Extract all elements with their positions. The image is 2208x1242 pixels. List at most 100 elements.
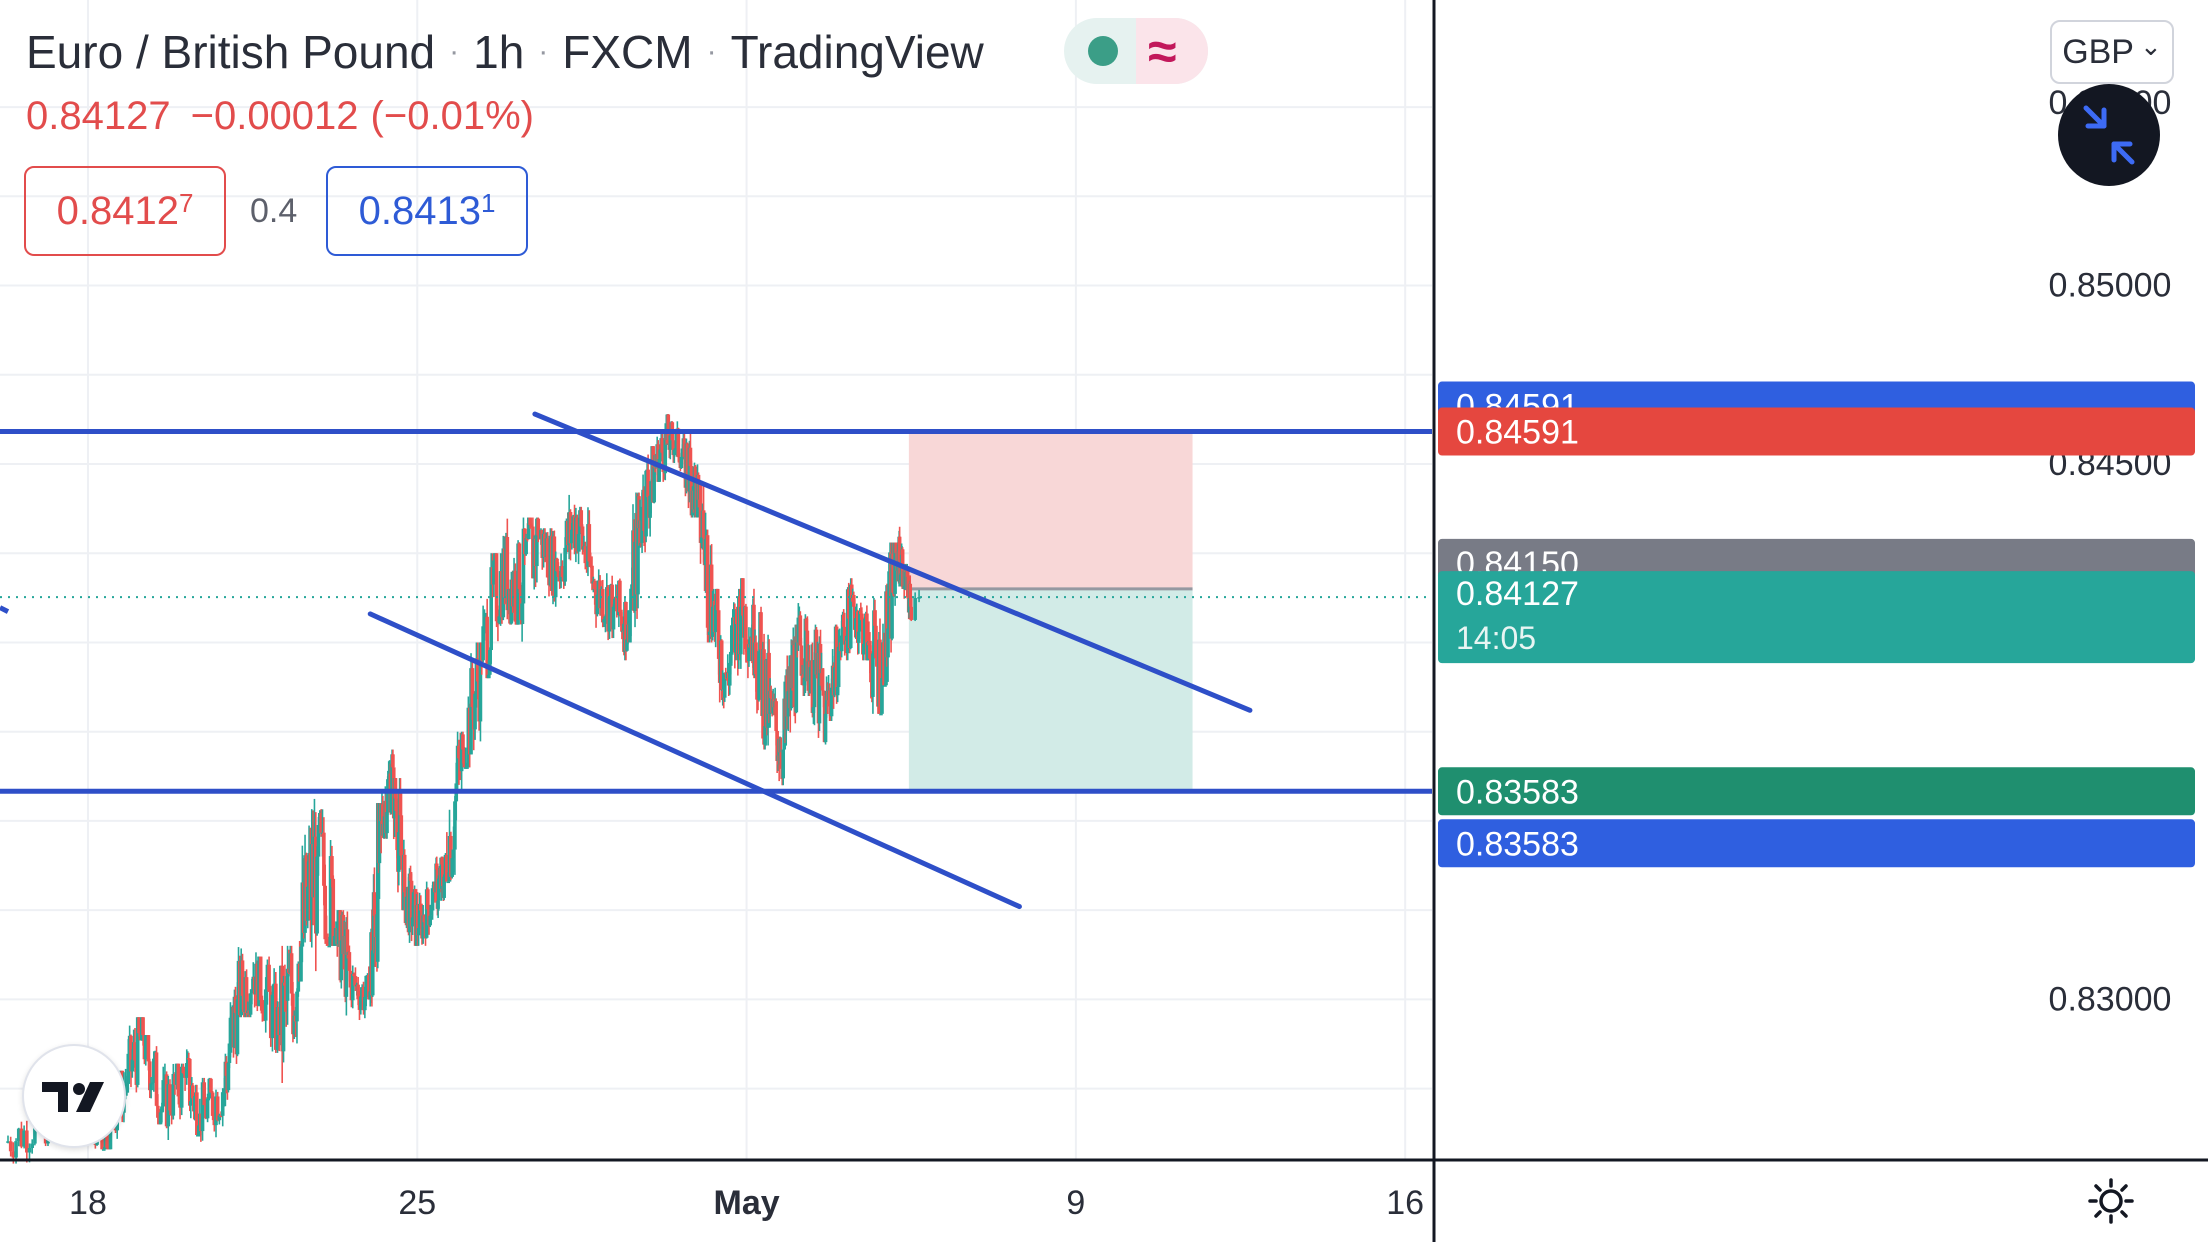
candle-body	[620, 616, 624, 632]
candle-body	[415, 905, 420, 936]
price-badges: 0.845910.845910.841500.8412714:050.83583…	[1438, 381, 2195, 868]
offscreen-line-stub[interactable]	[0, 605, 10, 614]
candle-body	[799, 645, 804, 676]
candle-body	[633, 541, 637, 611]
currency-button[interactable]: GBP ⌄	[2050, 20, 2174, 84]
candle-body	[195, 1092, 199, 1136]
candle	[812, 652, 817, 726]
candle-body	[386, 779, 390, 813]
channel-lower-trendline[interactable]	[367, 611, 1022, 910]
candle	[705, 529, 710, 643]
candle	[473, 691, 477, 740]
buy-button[interactable]: 0.8413 1	[326, 166, 528, 256]
tradingview-logo-button[interactable]	[22, 1044, 126, 1148]
candle-body	[688, 447, 693, 466]
candle-body	[430, 888, 435, 911]
price-badge-label: 0.83583	[1456, 825, 1579, 863]
separator: ·	[538, 35, 549, 68]
candle-body	[341, 914, 346, 954]
candle	[228, 1002, 233, 1058]
candle-body	[185, 1058, 190, 1064]
candle-body	[188, 1101, 193, 1106]
candle	[792, 636, 797, 717]
candle-body	[30, 1143, 34, 1149]
candle	[545, 532, 550, 578]
candle-body	[775, 730, 779, 762]
position-zones	[908, 431, 1193, 792]
candle-body	[375, 803, 380, 962]
candle	[316, 816, 321, 876]
candle	[292, 1010, 297, 1040]
price-change-percent: (−0.01%)	[370, 94, 534, 138]
candle-body	[527, 517, 531, 540]
candle-body	[222, 1089, 227, 1093]
candle-body	[636, 496, 640, 595]
time-tick-label: May	[714, 1184, 780, 1222]
candle-body	[465, 767, 469, 769]
candle-body	[663, 433, 668, 474]
candle-body	[428, 915, 433, 926]
candle-body	[590, 565, 594, 584]
candle-body	[100, 1138, 104, 1150]
candle	[671, 432, 676, 463]
candle-body	[716, 610, 721, 659]
candle	[202, 1077, 207, 1106]
candle-body	[849, 584, 854, 598]
candle	[185, 1051, 190, 1065]
candle	[161, 1066, 166, 1112]
candle	[220, 1088, 225, 1127]
interval-label[interactable]: 1h	[473, 26, 525, 78]
candle	[168, 1079, 172, 1115]
candle-body	[637, 496, 641, 529]
candle-body	[658, 450, 663, 460]
candle-body	[715, 588, 720, 611]
candle	[808, 665, 813, 694]
candle-body	[878, 639, 882, 714]
candle	[613, 597, 617, 609]
candle-body	[644, 470, 648, 537]
candle-body	[865, 613, 869, 661]
candle-body	[818, 644, 823, 674]
candle-body	[842, 626, 847, 645]
candle	[154, 1046, 159, 1107]
candle-body	[859, 610, 863, 615]
sell-button[interactable]: 0.8412 7	[24, 166, 226, 256]
symbol-header[interactable]: Euro / British Pound · 1h · FXCM · Tradi…	[26, 22, 984, 82]
candle-body	[398, 792, 403, 816]
candle-body	[524, 538, 528, 555]
price-change: −0.00012	[190, 94, 359, 138]
candle-body	[6, 1141, 10, 1143]
candle-body	[470, 668, 475, 707]
candle-body	[648, 495, 652, 518]
candle-body	[666, 414, 671, 444]
candle-body	[407, 873, 412, 933]
candle-body	[126, 1053, 131, 1084]
market-status-pill[interactable]: ≈	[1064, 18, 1208, 84]
candle	[348, 965, 353, 985]
collapse-button[interactable]	[2058, 84, 2160, 186]
candle	[285, 945, 290, 1025]
candle-body	[755, 674, 759, 692]
candle-body	[348, 970, 353, 982]
candle-body	[879, 713, 883, 716]
candle-body	[229, 1016, 234, 1018]
symbol-name: Euro / British Pound	[26, 26, 436, 78]
settings-gear-icon[interactable]	[2086, 1176, 2136, 1226]
channel-upper-trendline[interactable]	[532, 411, 1253, 713]
candle	[811, 704, 816, 724]
time-tick-label: 25	[398, 1184, 436, 1222]
candle-body	[283, 982, 287, 986]
candle	[722, 672, 727, 702]
candle-body	[459, 734, 464, 772]
candle-body	[488, 650, 492, 675]
candle-body	[668, 435, 673, 450]
drawing-lines[interactable]	[0, 411, 1432, 910]
candle-body	[469, 668, 473, 755]
candle-body	[292, 1015, 297, 1035]
candle-body	[832, 667, 837, 696]
candle	[863, 616, 867, 649]
price-badge-label: 0.84591	[1456, 414, 1579, 452]
candle-body	[693, 466, 698, 480]
candle-body	[570, 529, 574, 544]
